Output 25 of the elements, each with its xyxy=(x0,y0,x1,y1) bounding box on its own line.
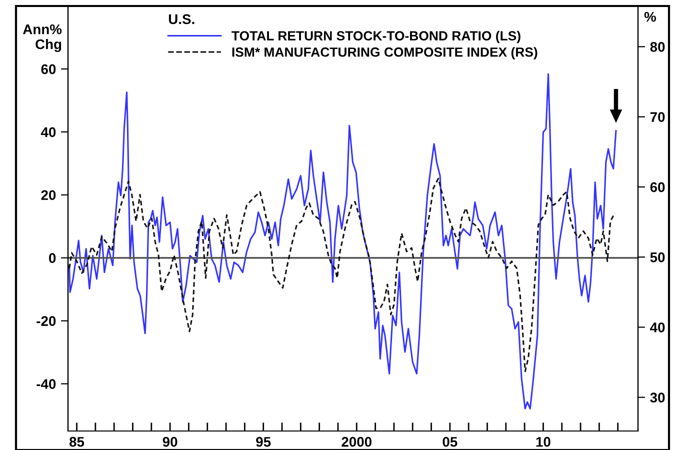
y2-tick-label: 60 xyxy=(650,182,665,192)
y-axis-title: Ann% Chg xyxy=(23,24,62,52)
legend-label: TOTAL RETURN STOCK-TO-BOND RATIO (LS) xyxy=(232,30,520,44)
y2-tick-label: 40 xyxy=(650,322,665,332)
y2-axis-title: % xyxy=(644,12,656,22)
y-tick-label: -40 xyxy=(36,379,56,389)
y2-tick-label: 70 xyxy=(650,112,665,122)
legend-label: ISM* MANUFACTURING COMPOSITE INDEX (RS) xyxy=(232,47,538,60)
y2-tick-label: 80 xyxy=(650,42,665,52)
y-tick-label: 0 xyxy=(49,253,56,264)
y2-tick-label: 30 xyxy=(650,392,665,403)
x-tick-label: 95 xyxy=(256,436,271,447)
line-series xyxy=(68,178,616,372)
x-tick-label: 05 xyxy=(442,436,458,447)
legend-title: U.S. xyxy=(168,14,194,24)
y2-tick-label: 50 xyxy=(650,252,665,262)
line-series xyxy=(68,73,617,410)
y-tick-label: 60 xyxy=(41,64,56,74)
x-tick-label: 2000 xyxy=(342,436,372,447)
y-tick-label: 20 xyxy=(41,190,56,200)
x-tick-label: 85 xyxy=(69,436,84,447)
y-tick-label: -20 xyxy=(36,316,56,326)
x-tick-label: 10 xyxy=(536,436,550,447)
y-tick-label: 40 xyxy=(40,127,56,138)
x-tick-label: 90 xyxy=(162,436,178,447)
